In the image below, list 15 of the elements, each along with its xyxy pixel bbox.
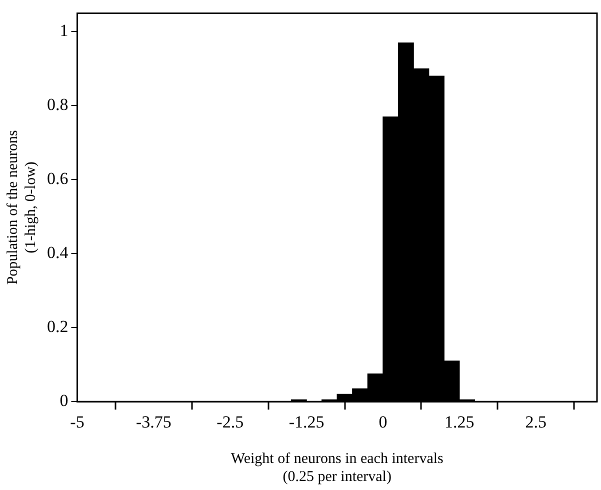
y-tick-label: 0.8	[47, 95, 68, 114]
x-tick-label: -3.75	[136, 412, 172, 432]
y-axis-title: Population of the neurons (1-high, 0-low)	[4, 130, 39, 285]
x-tick-label: -2.5	[216, 412, 244, 432]
x-tick-label: -5	[70, 412, 84, 432]
x-tick-label: 1.25	[444, 412, 474, 432]
x-tick-label: 2.5	[525, 412, 546, 432]
x-tick-label: 0	[378, 412, 388, 432]
y-tick-label: 1	[60, 21, 68, 40]
y-tick-label: 0.2	[47, 317, 68, 336]
y-tick-label: 0	[60, 391, 68, 410]
x-tick-label: -1.25	[288, 412, 324, 432]
y-tick-label: 0.6	[47, 169, 68, 188]
y-tick-label: 0.4	[47, 243, 69, 262]
x-axis-title: Weight of neurons in each intervals (0.25 per interval)	[230, 450, 444, 485]
